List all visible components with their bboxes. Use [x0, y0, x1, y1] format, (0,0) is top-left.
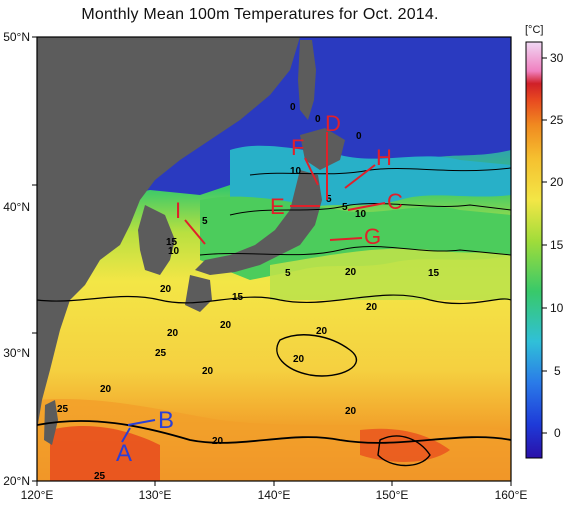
blue-markers: B A [116, 407, 174, 467]
contour-label: 0 [356, 131, 362, 142]
y-axis: 50°N 40°N 30°N 20°N [3, 30, 37, 488]
marker-g: G [364, 224, 381, 249]
marker-i: I [175, 198, 181, 223]
land-sakhalin [298, 40, 316, 120]
colorbar-tick: 15 [550, 238, 564, 252]
contour-20 [37, 294, 511, 305]
land-asia [37, 37, 300, 430]
contour-label: 25 [155, 348, 167, 359]
marker-a: A [116, 440, 132, 467]
contour-labels: 0 0 0 5 5 10 5 10 15 10 5 20 15 15 20 20… [57, 102, 440, 482]
contour-label: 20 [366, 302, 378, 313]
marker-h-line [344, 164, 376, 189]
marker-e: E [270, 194, 285, 219]
contour-25 [37, 420, 511, 444]
marker-b: B [158, 407, 174, 434]
contour-label: 25 [57, 404, 69, 415]
contour-label: 20 [345, 267, 357, 278]
y-tick-label: 40°N [3, 200, 30, 214]
contour-label: 15 [166, 237, 178, 248]
x-tick-label: 120°E [21, 488, 54, 502]
x-tick-label: 160°E [495, 488, 528, 502]
hot-eddy [360, 428, 450, 462]
contour-label: 0 [290, 102, 296, 113]
colorbar-tick: 30 [550, 51, 564, 65]
colorbar-tick: 20 [550, 175, 564, 189]
contour-label: 15 [232, 292, 244, 303]
marker-f-line [304, 157, 319, 186]
land-hokkaido [300, 128, 345, 170]
contour-eddy-2 [377, 435, 431, 467]
contour-label: 10 [168, 246, 180, 257]
y-tick-label: 50°N [3, 30, 30, 44]
y-tick-label: 20°N [3, 474, 30, 488]
land-honshu [195, 170, 322, 275]
contour-eddy-1 [276, 334, 358, 377]
contour-label: 20 [316, 326, 328, 337]
transition-band [270, 248, 511, 300]
marker-a-line [121, 427, 131, 443]
contour-label: 20 [212, 436, 224, 447]
map-plot-area [37, 37, 511, 481]
marker-b-line [127, 419, 156, 426]
marker-d: D [325, 111, 341, 136]
marker-i-line [184, 219, 206, 245]
contour-label: 0 [315, 114, 321, 125]
contour-label: 20 [220, 320, 232, 331]
contour-label: 15 [428, 268, 440, 279]
land-korea [138, 205, 175, 275]
contour-label: 20 [100, 384, 112, 395]
contour-label: 20 [345, 406, 357, 417]
x-tick-label: 150°E [376, 488, 409, 502]
contour-15 [199, 245, 511, 256]
colorbar-tick: 25 [550, 113, 564, 127]
x-tick-label: 130°E [139, 488, 172, 502]
colorbar-unit: [°C] [525, 24, 544, 36]
marker-g-line [329, 237, 363, 241]
contour-label: 5 [285, 268, 291, 279]
colorbar-tick: 5 [554, 364, 561, 378]
x-axis: 120°E 130°E 140°E 150°E 160°E [21, 481, 528, 502]
contour-label: 20 [160, 284, 172, 295]
x-tick-label: 140°E [258, 488, 291, 502]
map-title: Monthly Mean 100m Temperatures for Oct. … [81, 6, 439, 23]
colorbar-tick: 10 [550, 301, 564, 315]
contour-label: 20 [202, 366, 214, 377]
marker-c-line [347, 202, 386, 211]
contour-label: 20 [293, 354, 305, 365]
contour-label: 5 [342, 202, 348, 213]
red-markers: D F H E C I G [175, 111, 403, 249]
colorbar-tick: 0 [554, 426, 561, 440]
contour-label: 10 [290, 166, 302, 177]
contour-label: 20 [167, 328, 179, 339]
marker-h: H [376, 145, 392, 170]
marker-f: F [291, 135, 304, 160]
contour-label: 5 [326, 194, 332, 205]
contour-label: 5 [202, 216, 208, 227]
contour-label: 25 [94, 471, 106, 482]
y-tick-label: 30°N [3, 346, 30, 360]
marker-c: C [387, 189, 403, 214]
contour-10 [229, 203, 511, 216]
hot-south-region [50, 425, 160, 481]
colorbar-gradient [525, 41, 543, 459]
colorbar: 30 25 20 15 10 5 0 [525, 41, 564, 459]
contour-label: 10 [355, 209, 367, 220]
